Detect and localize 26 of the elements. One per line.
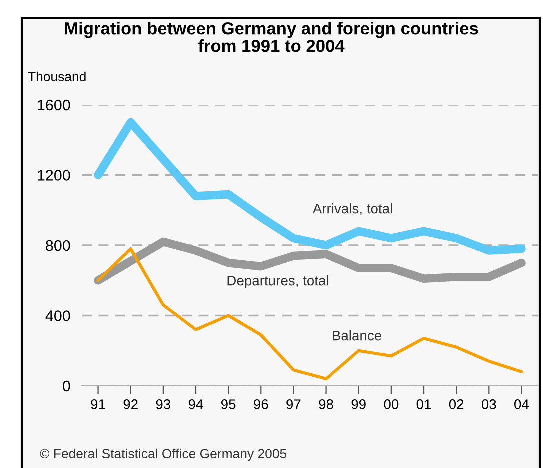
- x-tick-label: 01: [416, 400, 432, 410]
- chart-title: Migration between Germany and foreign countries from 1991 to 2004: [65, 22, 478, 52]
- x-tick-label: 96: [254, 400, 268, 410]
- text: © Federal Statistical Office Germany 2005: [40, 448, 287, 462]
- series-label: Departures, total: [228, 276, 328, 288]
- y-axis-title: Thousand: [28, 72, 86, 82]
- y-tick-label: 0: [62, 380, 70, 392]
- x-tick-label: 98: [319, 400, 334, 410]
- x-tick-label: 97: [286, 400, 301, 410]
- x-tick-label: 03: [482, 400, 496, 410]
- y-tick-label: 400: [46, 310, 70, 322]
- y-tick-label: 1600: [38, 100, 70, 111]
- x-tick-label: 94: [188, 400, 204, 410]
- line-series: [96, 247, 524, 381]
- x-tick-label: 99: [352, 400, 366, 410]
- x-tick-label: 04: [514, 400, 530, 410]
- x-tick-label: 91: [91, 400, 106, 410]
- series-label: Arrivals, total: [312, 204, 392, 216]
- x-tick-label: 00: [384, 400, 399, 410]
- y-tick-label: 1200: [38, 170, 70, 181]
- x-tick-label: 92: [124, 400, 138, 410]
- y-tick-label: 800: [46, 240, 70, 252]
- x-tick-label: 95: [222, 400, 236, 410]
- x-tick-label: 93: [156, 400, 171, 410]
- x-tick-label: 02: [449, 400, 464, 410]
- series-label: Balance: [333, 330, 382, 341]
